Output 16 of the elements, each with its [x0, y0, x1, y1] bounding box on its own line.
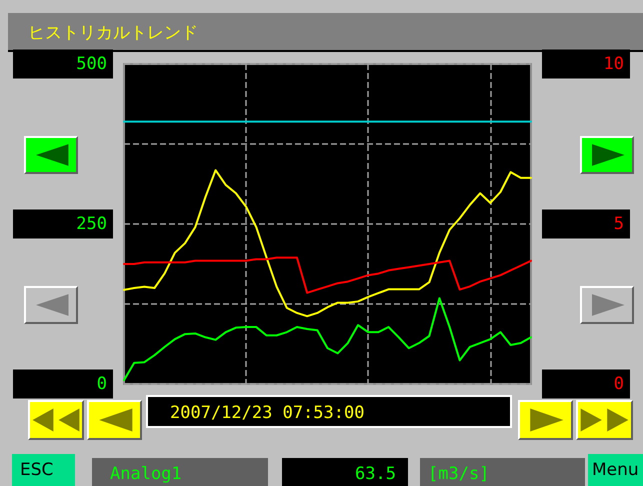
y2-tick-label: 0	[614, 374, 624, 394]
line-series	[123, 169, 532, 318]
y-tick-label: 500	[76, 54, 107, 74]
text: Menu	[588, 454, 643, 486]
y-tick-label: 0	[96, 374, 107, 394]
text: [m3/s]	[420, 458, 585, 486]
text: 63.5	[282, 458, 408, 486]
text: Analog1	[92, 458, 268, 486]
text: ESC	[12, 454, 75, 486]
y2-tick-label: 5	[614, 214, 624, 234]
y-tick-label: 250	[76, 214, 107, 234]
y2-tick-label: 10	[604, 54, 624, 74]
line-series	[123, 297, 532, 382]
chart-title: ヒストリカルトレンド	[28, 22, 198, 44]
line-series	[123, 256, 532, 294]
text: 2007/12/23 07:53:00	[146, 395, 512, 428]
